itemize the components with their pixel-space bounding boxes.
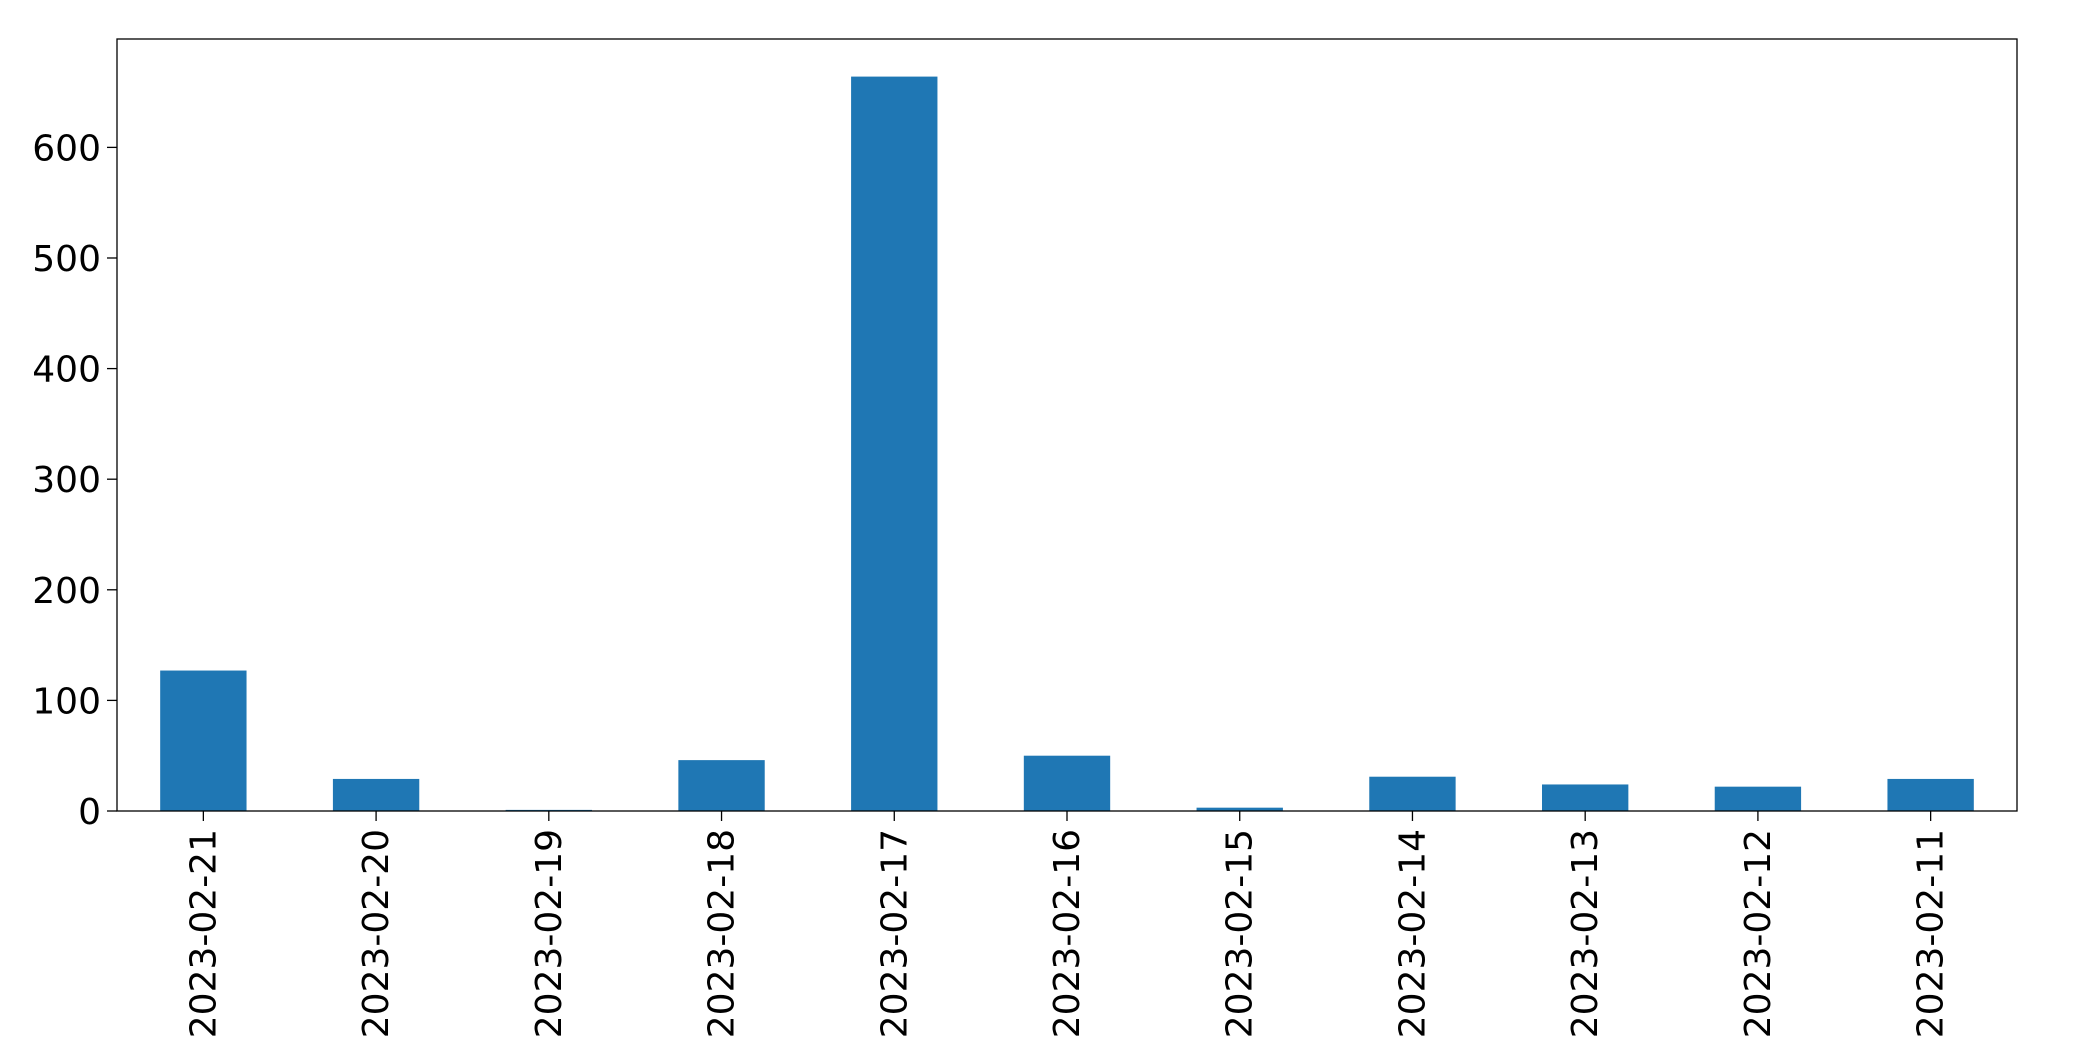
- bar-2023-02-13: [1542, 784, 1629, 811]
- bar-2023-02-18: [678, 760, 765, 811]
- y-tick-label: 200: [32, 571, 101, 612]
- x-tick-label: 2023-02-19: [529, 829, 570, 1038]
- bar-2023-02-11: [1887, 778, 1974, 811]
- bars-group: [160, 76, 1974, 812]
- x-tick-label: 2023-02-15: [1220, 829, 1261, 1038]
- x-tick-label: 2023-02-21: [183, 829, 224, 1038]
- x-tick-label: 2023-02-16: [1047, 829, 1088, 1038]
- bar-2023-02-20: [332, 778, 420, 811]
- x-tick-label: 2023-02-13: [1565, 829, 1606, 1038]
- x-axis: 2023-02-21 2023-02-20 2023-02-19 2023-02-18…: [183, 811, 1952, 1038]
- bar-2023-02-12: [1714, 786, 1802, 811]
- x-tick-label: 2023-02-18: [702, 829, 743, 1038]
- x-tick-label: 2023-02-14: [1392, 829, 1433, 1038]
- x-tick-label: 2023-02-20: [356, 829, 397, 1038]
- bar-2023-02-17: [851, 76, 938, 812]
- y-tick-label: 400: [32, 350, 101, 391]
- y-tick-label: 500: [32, 239, 101, 280]
- bar-2023-02-14: [1369, 776, 1456, 811]
- y-tick-label: 0: [78, 792, 101, 833]
- bar-2023-02-15: [1196, 807, 1283, 811]
- x-tick-label: 2023-02-12: [1738, 829, 1779, 1038]
- y-axis: 0 100 200 300 400 500 600: [32, 128, 117, 833]
- bar-2023-02-16: [1023, 755, 1111, 811]
- x-tick-label: 2023-02-17: [874, 829, 915, 1038]
- x-tick-label: 2023-02-11: [1911, 829, 1952, 1038]
- y-tick-label: 600: [32, 128, 101, 169]
- bar-2023-02-21: [160, 670, 247, 811]
- y-tick-label: 300: [32, 460, 101, 501]
- y-tick-label: 100: [32, 681, 101, 722]
- plot-frame: [116, 38, 2018, 812]
